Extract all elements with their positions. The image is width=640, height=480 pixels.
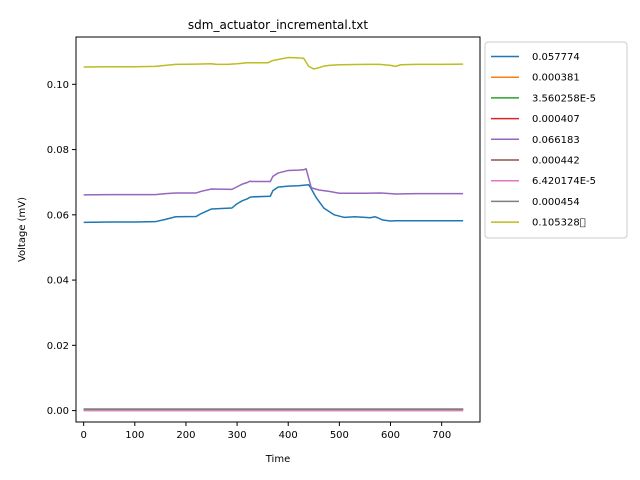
legend-entry-8: 0.000454	[532, 197, 580, 208]
plot-area-frame	[75, 36, 481, 423]
legend-entry-7: 6.420174E-5	[532, 176, 596, 187]
x-axis-label: Time	[265, 454, 290, 465]
y-tick-label: 0.00	[47, 406, 69, 417]
x-tick-label: 400	[279, 430, 298, 441]
legend-entry-6: 0.000442	[532, 156, 580, 167]
legend-entry-2: 0.000381	[532, 73, 580, 84]
x-tick-label: 300	[228, 430, 247, 441]
legend-entry-4: 0.000407	[532, 114, 580, 125]
x-tick-label: 0	[80, 430, 86, 441]
x-tick-label: 100	[125, 430, 144, 441]
legend-frame	[484, 41, 628, 239]
y-axis-label: Voltage (mV)	[17, 197, 28, 262]
y-tick-label: 0.06	[47, 210, 69, 221]
y-tick-label: 0.02	[47, 341, 69, 352]
x-tick-label: 500	[330, 430, 349, 441]
chart-title: sdm_actuator_incremental.txt	[188, 18, 368, 32]
x-tick-label: 200	[176, 430, 195, 441]
x-tick-label: 600	[381, 430, 400, 441]
series-line-5	[83, 168, 464, 196]
legend-entry-9: 0.105328 	[532, 218, 586, 229]
y-tick-label: 0.08	[47, 145, 69, 156]
y-tick-label: 0.04	[47, 276, 69, 287]
legend-entry-3: 3.560258E-5	[532, 93, 596, 104]
x-tick-label: 700	[432, 430, 451, 441]
series-line-9	[83, 56, 464, 70]
y-tick-label: 0.10	[47, 80, 69, 91]
series-line-1	[83, 184, 464, 224]
legend-entry-5: 0.066183	[532, 135, 580, 146]
legend: 0.057774 0.000381 3.560258E-5 0.000407 0.066…	[484, 41, 628, 239]
legend-entry-1: 0.057774	[532, 52, 580, 63]
